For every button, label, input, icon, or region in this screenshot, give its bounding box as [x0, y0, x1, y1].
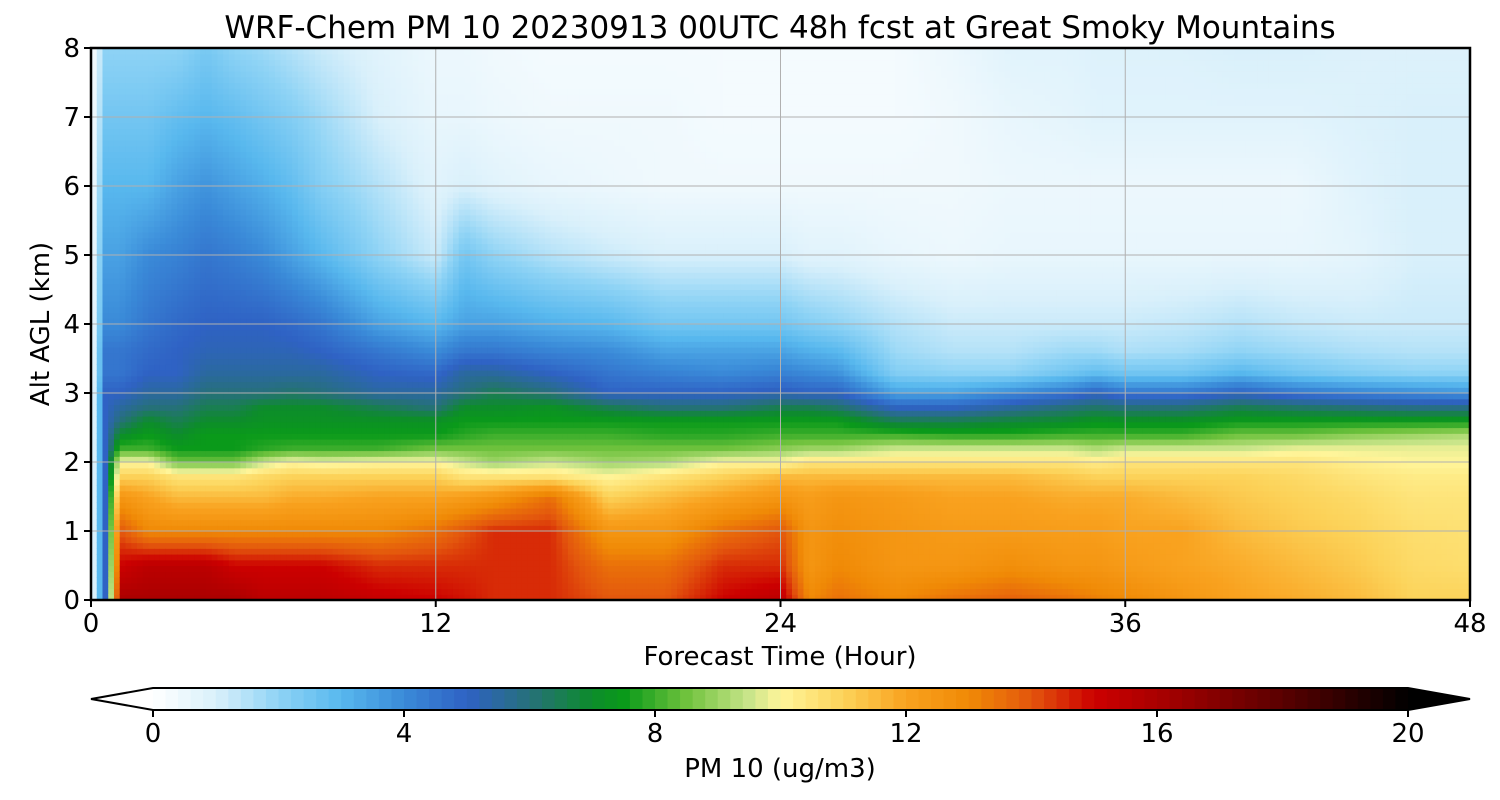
colorbar-tick-label: 8	[647, 719, 664, 749]
chart-title: WRF-Chem PM 10 20230913 00UTC 48h fcst a…	[224, 10, 1335, 46]
x-axis-ticks: 0 12 24 36 48	[83, 600, 1487, 639]
x-tick-label: 36	[1109, 609, 1142, 639]
colorbar-tick-label: 20	[1391, 719, 1424, 749]
y-tick-label: 3	[63, 379, 80, 409]
x-tick-label: 48	[1453, 609, 1486, 639]
colorbar-tick-label: 12	[889, 719, 922, 749]
y-tick-label: 1	[63, 517, 80, 547]
y-tick-label: 0	[63, 586, 80, 616]
x-tick-label: 24	[764, 609, 797, 639]
colorbar-tick-label: 16	[1140, 719, 1173, 749]
y-tick-label: 7	[63, 103, 80, 133]
colorbar-label: PM 10 (ug/m3)	[684, 754, 876, 784]
x-tick-label: 12	[419, 609, 452, 639]
x-tick-label: 0	[83, 609, 100, 639]
y-tick-label: 4	[63, 310, 80, 340]
colorbar-tick-label: 0	[145, 719, 162, 749]
y-tick-label: 8	[63, 34, 80, 64]
y-axis-label: Alt AGL (km)	[26, 242, 56, 406]
pm10-time-height-chart: WRF-Chem PM 10 20230913 00UTC 48h fcst a…	[0, 0, 1500, 800]
colorbar: 0 4 8 12 16 20	[91, 688, 1470, 749]
colorbar-tick-label: 4	[396, 719, 413, 749]
y-axis-ticks: 0 1 2 3 4 5 6 7 8	[63, 34, 91, 616]
y-tick-label: 6	[63, 172, 80, 202]
y-tick-label: 5	[63, 241, 80, 271]
x-axis-label: Forecast Time (Hour)	[643, 642, 916, 672]
y-tick-label: 2	[63, 448, 80, 478]
